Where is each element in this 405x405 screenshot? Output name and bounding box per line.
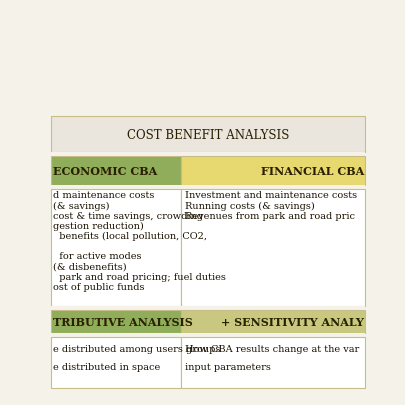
Bar (51, 306, 364, 310)
Bar (51, 49, 364, 117)
Text: How CBA results change at the var: How CBA results change at the var (185, 345, 358, 354)
Text: park and road pricing; fuel duties: park and road pricing; fuel duties (53, 272, 226, 281)
Bar (51, 333, 364, 337)
Text: gestion reduction): gestion reduction) (53, 221, 144, 230)
Bar (51, 153, 364, 157)
Bar (181, 157, 364, 185)
Text: input parameters: input parameters (185, 362, 270, 371)
Bar (51, 189, 181, 306)
Bar (181, 310, 364, 333)
Text: COST BENEFIT ANALYSIS: COST BENEFIT ANALYSIS (127, 129, 288, 142)
Text: cost & time savings, crowding: cost & time savings, crowding (53, 211, 203, 220)
Text: FINANCIAL CBA: FINANCIAL CBA (260, 166, 363, 177)
Text: (& savings): (& savings) (53, 201, 109, 210)
Text: (& disbenefits): (& disbenefits) (53, 262, 127, 271)
Bar (51, 185, 364, 189)
Text: Revenues from park and road pric: Revenues from park and road pric (185, 211, 354, 220)
Text: TRIBUTIVE ANALYSIS: TRIBUTIVE ANALYSIS (53, 316, 192, 327)
Bar (51, 337, 181, 388)
Text: e distributed in space: e distributed in space (53, 362, 160, 371)
Bar (51, 157, 181, 185)
Text: Running costs (& savings): Running costs (& savings) (185, 201, 314, 210)
Bar (181, 189, 364, 306)
Text: e distributed among users groups: e distributed among users groups (53, 345, 220, 354)
Text: for active modes: for active modes (53, 252, 141, 261)
Text: + SENSITIVITY ANALY: + SENSITIVITY ANALY (220, 316, 363, 327)
Text: d maintenance costs: d maintenance costs (53, 191, 154, 200)
Bar (51, 310, 181, 333)
Text: Investment and maintenance costs: Investment and maintenance costs (185, 191, 356, 200)
Bar (181, 337, 364, 388)
Text: benefits (local pollution, CO2,: benefits (local pollution, CO2, (53, 232, 207, 241)
Text: ECONOMIC CBA: ECONOMIC CBA (53, 166, 157, 177)
Bar (51, 117, 364, 153)
Text: ost of public funds: ost of public funds (53, 282, 145, 291)
